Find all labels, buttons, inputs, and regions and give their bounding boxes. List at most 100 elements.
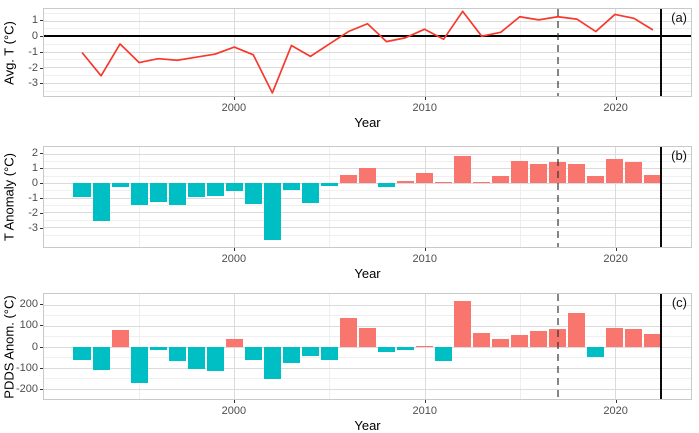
bar-2006 — [339, 318, 358, 347]
zero-reference-line — [44, 35, 691, 38]
bar-1994 — [111, 329, 129, 347]
y-tick-mark — [40, 389, 43, 391]
plot-area-c: (c) — [43, 293, 692, 400]
bar-2003 — [282, 183, 300, 191]
y-tick-mark — [40, 325, 43, 327]
x-tick-mark — [233, 248, 235, 251]
y-tick-mark — [40, 51, 43, 53]
x-tick-label: 2020 — [603, 102, 628, 114]
x-tick-mark — [424, 248, 426, 251]
bar-2019 — [587, 175, 605, 184]
bar-2011 — [435, 182, 453, 184]
bar-2011 — [435, 346, 453, 362]
y-tick-label: -3 — [28, 221, 38, 234]
bar-2000 — [225, 339, 243, 347]
x-tick-label: 2020 — [603, 405, 628, 417]
y-tick-label: -100 — [15, 362, 38, 375]
bar-2009 — [396, 180, 415, 184]
gridline-x-minor — [139, 294, 141, 399]
bar-2022 — [644, 334, 662, 347]
gridline-x-major — [614, 9, 616, 96]
y-tick-label: 0 — [31, 340, 38, 353]
y-tick-mark — [40, 197, 43, 199]
x-tick-label: 2010 — [412, 102, 437, 114]
x-axis-title: Year — [354, 418, 381, 433]
x-tick-label: 2020 — [603, 253, 628, 265]
bar-2014 — [492, 176, 510, 184]
gridline-x-minor — [519, 147, 521, 247]
y-tick-mark — [40, 368, 43, 370]
gridline-y-minor — [44, 378, 691, 380]
bar-2020 — [606, 327, 624, 347]
bar-1998 — [187, 346, 205, 369]
bar-1992 — [73, 346, 91, 361]
bar-2007 — [358, 327, 377, 347]
y-tick-mark — [40, 346, 43, 348]
gridline-y-major — [44, 346, 691, 348]
gridline-y-major — [44, 367, 691, 369]
bar-1997 — [168, 346, 186, 362]
gridline-y-major — [44, 304, 691, 306]
panel-letter-a: (a) — [671, 10, 687, 25]
bar-1999 — [206, 183, 224, 196]
panel-temp-anomaly: T Anomaly (°C) (b) Year 2000 2010 2020 2 1 0-… — [0, 140, 699, 285]
gridline-y-major — [44, 325, 691, 327]
gridline-y-minor — [44, 75, 691, 77]
gridline-y-major — [44, 51, 691, 53]
bar-2009 — [396, 346, 415, 350]
gridline-y-major — [44, 183, 691, 185]
solid-reference-line — [659, 9, 662, 96]
gridline-y-minor — [44, 315, 691, 317]
gridline-y-minor — [44, 357, 691, 359]
bar-2022 — [644, 174, 662, 184]
gridline-x-minor — [329, 147, 331, 247]
x-tick-mark — [615, 400, 617, 403]
x-tick-mark — [233, 97, 235, 100]
gridline-x-major — [234, 147, 236, 247]
bar-2012 — [454, 155, 472, 184]
bar-1992 — [73, 183, 91, 197]
bar-1996 — [149, 183, 167, 203]
bar-2000 — [225, 183, 243, 192]
y-tick-label: 1 — [31, 13, 38, 26]
gridline-y-minor — [44, 12, 691, 14]
y-tick-mark — [40, 19, 43, 21]
x-axis-title: Year — [354, 115, 381, 130]
bar-2014 — [492, 339, 510, 347]
bar-2016 — [530, 163, 548, 184]
bar-2020 — [606, 158, 624, 183]
gridline-y-minor — [44, 90, 691, 92]
y-tick-label: 0 — [31, 176, 38, 189]
y-tick-mark — [40, 83, 43, 85]
bar-2018 — [568, 163, 586, 184]
bar-2021 — [625, 161, 643, 184]
bar-1993 — [92, 346, 110, 370]
x-tick-mark — [615, 97, 617, 100]
bar-1993 — [92, 183, 110, 222]
bar-2013 — [473, 333, 491, 347]
bar-2003 — [282, 346, 300, 364]
x-tick-label: 2010 — [412, 405, 437, 417]
bar-2019 — [587, 346, 605, 358]
y-tick-label: 100 — [19, 319, 38, 332]
bar-2021 — [625, 328, 643, 347]
gridline-y-minor — [44, 28, 691, 30]
y-tick-label: -2 — [28, 206, 38, 219]
x-tick-mark — [615, 248, 617, 251]
y-tick-label: -1 — [28, 191, 38, 204]
bar-2008 — [377, 346, 396, 352]
gridline-x-major — [614, 147, 616, 247]
gridline-x-minor — [329, 294, 331, 399]
bar-2008 — [377, 183, 396, 187]
y-tick-label: 1 — [31, 161, 38, 174]
solid-reference-line — [659, 147, 662, 247]
bar-1995 — [130, 183, 148, 206]
bar-2005 — [320, 183, 338, 186]
y-tick-mark — [40, 152, 43, 154]
bar-2006 — [339, 174, 358, 184]
x-tick-mark — [424, 97, 426, 100]
panel-letter-b: (b) — [671, 148, 687, 163]
bar-1995 — [130, 346, 148, 384]
bar-2001 — [244, 183, 262, 204]
x-tick-label: 2000 — [221, 405, 247, 417]
